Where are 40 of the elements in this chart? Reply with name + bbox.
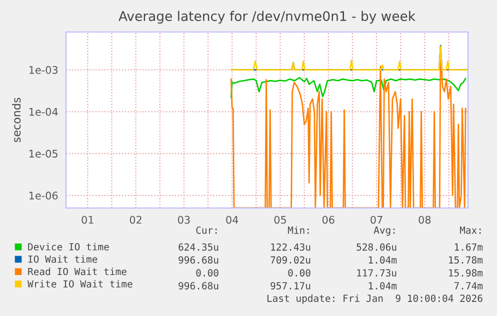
y-axis-title: seconds xyxy=(12,98,21,142)
text: Last update: Fri Jan 9 10:00:04 2026 xyxy=(267,294,482,304)
text: 15.78m xyxy=(449,256,483,264)
text: 996.68u xyxy=(178,256,218,264)
text: 117.73u xyxy=(357,269,396,277)
text: Min: xyxy=(288,226,309,234)
text: 1.04m xyxy=(368,282,397,290)
legend-label: Write IO Wait time xyxy=(28,280,132,288)
text: 528.06u xyxy=(356,243,396,251)
text: 1.04m xyxy=(368,256,397,264)
x-tick-label: 02 xyxy=(130,216,142,224)
text: 957.17u xyxy=(270,282,310,290)
text: 996.68u xyxy=(178,282,218,290)
text: Cur: xyxy=(196,226,217,234)
text: 0.00 xyxy=(288,269,310,277)
text: 15.98m xyxy=(449,269,483,277)
y-tick-label: 1e-06 xyxy=(29,192,58,200)
legend-label: Read IO Wait time xyxy=(28,268,126,276)
text: 122.43u xyxy=(271,243,310,251)
legend-label: Device IO time xyxy=(28,242,109,250)
y-tick-label: 1e-04 xyxy=(29,108,58,116)
legend-label: IO Wait time xyxy=(28,255,98,263)
text: Max: xyxy=(460,226,481,234)
y-tick-label: 1e-03 xyxy=(29,66,58,74)
text: 1.67m xyxy=(454,243,483,251)
x-tick-label: 08 xyxy=(418,216,431,224)
text: 7.74m xyxy=(454,282,483,290)
x-tick-label: 04 xyxy=(226,216,238,224)
text: 624.35u xyxy=(178,243,218,251)
x-tick-label: 06 xyxy=(322,216,334,224)
line-series xyxy=(230,76,466,98)
y-tick-label: 1e-05 xyxy=(29,150,58,158)
x-tick-label: 01 xyxy=(82,216,94,224)
x-tick-label: 05 xyxy=(274,216,286,224)
x-tick-label: 07 xyxy=(370,216,382,224)
text: 0.00 xyxy=(196,269,218,277)
text: 709.02u xyxy=(270,256,310,264)
chart-title: Average latency for /dev/nvme0n1 - by week xyxy=(118,10,416,24)
x-tick-label: 03 xyxy=(178,216,190,224)
text: Avg: xyxy=(374,226,395,236)
